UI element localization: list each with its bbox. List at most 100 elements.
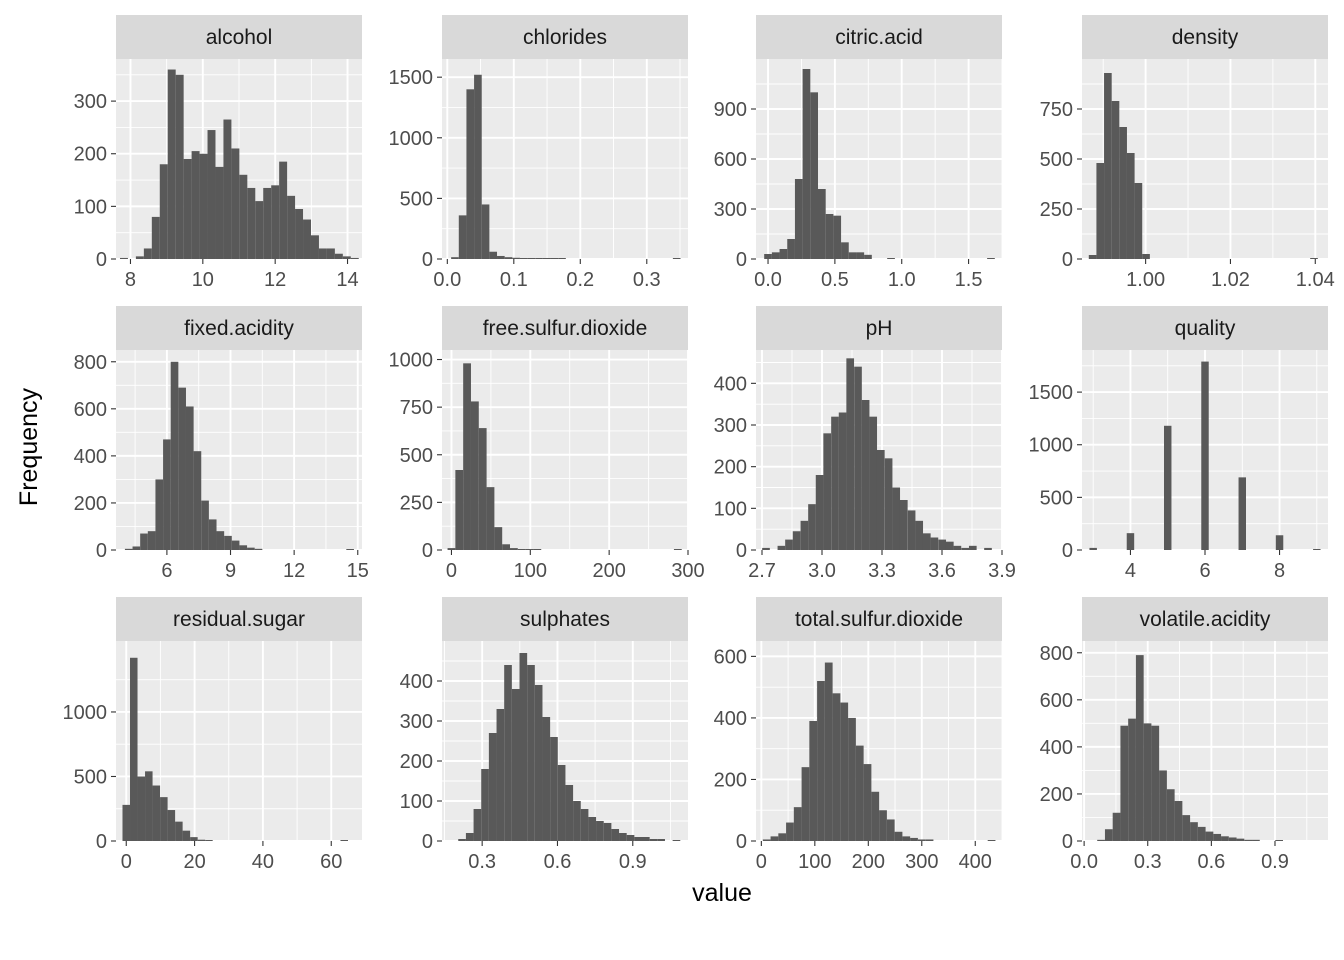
histogram-bar (899, 500, 908, 550)
histogram-bar (191, 151, 200, 259)
y-tick-label: 1000 (1029, 435, 1074, 457)
histogram-bar (167, 810, 176, 841)
histogram-bar (511, 689, 520, 841)
histogram-bar (525, 549, 534, 550)
x-tick-label: 100 (514, 560, 547, 582)
histogram-bar (519, 653, 528, 841)
x-tick-label: 15 (347, 560, 369, 582)
y-tick-label: 500 (74, 766, 107, 788)
histogram-bar (130, 657, 138, 841)
facet-panel-sulphates: sulphates 0.3 0.6 0.9 0 100 200 300 400 (400, 597, 688, 873)
histogram-bar (519, 258, 528, 259)
y-tick-label: 600 (714, 646, 747, 668)
histogram-bar (132, 546, 141, 550)
histogram-bar (824, 662, 833, 841)
facet-panel-alcohol: alcohol 8 10 12 14 0 100 200 300 (74, 15, 362, 291)
x-tick-label: 1.5 (955, 269, 983, 291)
histogram-bar (510, 548, 518, 550)
histogram-bar (122, 804, 131, 841)
histogram-bar (182, 830, 191, 841)
x-tick-label: 0.9 (619, 851, 647, 873)
y-tick-label: 200 (714, 457, 747, 479)
histogram-bar (1119, 127, 1127, 259)
histogram-bar (201, 500, 209, 550)
histogram-bar (239, 545, 248, 550)
histogram-bar (1164, 425, 1172, 550)
histogram-bar (1088, 255, 1097, 259)
histogram-bar (155, 479, 164, 550)
histogram-bar (481, 204, 490, 259)
facet-strip-chlorides (442, 15, 688, 59)
histogram-bar (810, 92, 819, 259)
histogram-bar (840, 702, 849, 841)
facet-strip-alcohol (116, 15, 362, 59)
histogram-bar (199, 153, 208, 259)
histogram-bar (825, 214, 834, 259)
histogram-bar (762, 839, 771, 841)
y-tick-label: 0 (1062, 831, 1073, 853)
x-tick-label: 8 (1274, 560, 1285, 582)
histogram-bar (1174, 801, 1183, 841)
histogram-bar (619, 833, 627, 841)
histogram-bar (534, 685, 543, 841)
histogram-bar (1238, 477, 1246, 550)
histogram-bar (809, 721, 818, 841)
histogram-bar (611, 829, 620, 841)
histogram-bar (350, 257, 359, 259)
histogram-bar (239, 174, 248, 259)
histogram-bar (527, 665, 535, 841)
y-tick-label: 0 (422, 831, 433, 853)
histogram-bar (792, 531, 801, 550)
histogram-bar (147, 531, 156, 550)
y-tick-label: 900 (714, 99, 747, 121)
y-tick-label: 800 (1040, 643, 1073, 665)
histogram-bar (762, 547, 770, 550)
histogram-bar (342, 256, 351, 259)
y-tick-label: 200 (400, 751, 433, 773)
y-tick-label: 500 (400, 188, 433, 210)
facet-strip-citric-acid (756, 15, 1002, 59)
histogram-bar (876, 450, 885, 550)
histogram-bar (295, 209, 304, 259)
histogram-bar (649, 839, 658, 841)
y-tick-label: 600 (74, 399, 107, 421)
facet-panel-ph: pH 2.7 3.0 3.3 3.6 3.9 0 100 200 300 400 (714, 306, 1016, 582)
histogram-bar (1104, 829, 1113, 841)
histogram-bar (672, 258, 681, 259)
histogram-bar (778, 833, 787, 841)
histogram-bar (124, 548, 133, 550)
x-tick-label: 0.3 (1134, 851, 1162, 873)
histogram-bar (770, 836, 779, 841)
y-tick-label: 250 (1040, 199, 1073, 221)
histogram-bar (558, 258, 566, 259)
x-tick-label: 1.0 (888, 269, 916, 291)
y-tick-label: 300 (714, 199, 747, 221)
histogram-bar (474, 74, 482, 260)
histogram-bar (1111, 101, 1120, 259)
histogram-bar (785, 539, 793, 550)
y-tick-label: 100 (714, 498, 747, 520)
histogram-bar (1143, 723, 1152, 841)
histogram-bar (771, 252, 780, 259)
histogram-bar (167, 69, 176, 260)
histogram-bar (527, 258, 536, 259)
histogram-bar (175, 821, 183, 841)
facet-title-volatile-acidity: volatile.acidity (1140, 608, 1271, 631)
x-tick-label: 9 (225, 560, 236, 582)
x-tick-label: 2.7 (748, 560, 776, 582)
histogram-bar (777, 545, 786, 550)
histogram-bar (318, 248, 327, 259)
facet-title-alcohol: alcohol (206, 26, 273, 49)
histogram-bar (808, 504, 816, 550)
histogram-bar (334, 253, 343, 259)
histogram-bar (848, 252, 857, 259)
histogram-bar (1310, 258, 1318, 259)
y-tick-label: 1000 (389, 350, 434, 372)
facet-title-total-sulfur-dioxide: total.sulfur.dioxide (795, 608, 963, 631)
facet-strip-total-sulfur-dioxide (756, 597, 1002, 641)
histogram-bar (800, 520, 809, 550)
histogram-bar (535, 258, 543, 259)
histogram-bar (190, 837, 198, 841)
x-tick-label: 1.04 (1296, 269, 1335, 291)
